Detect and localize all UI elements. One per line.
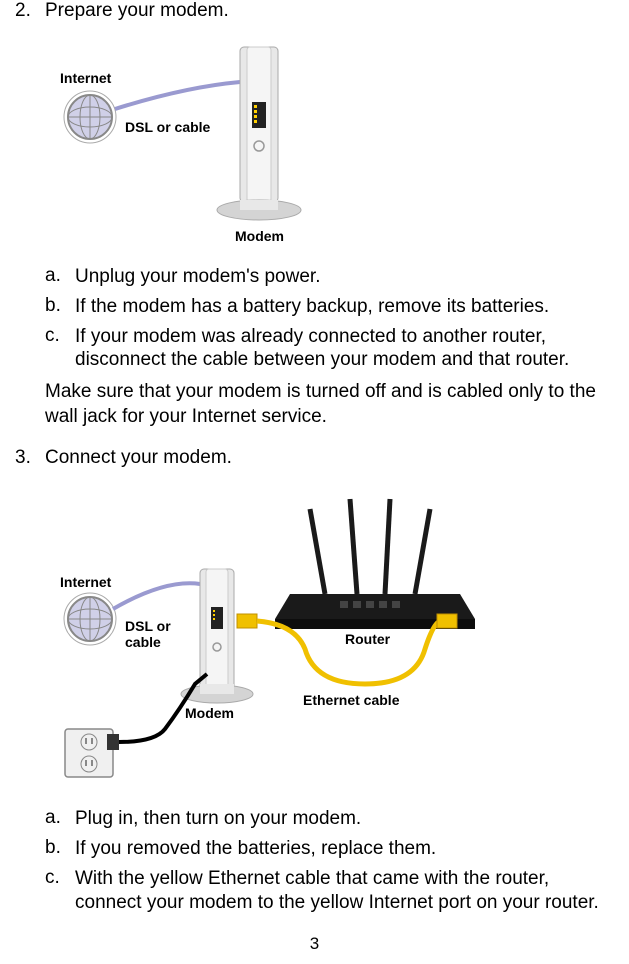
step-3-number: 3. bbox=[15, 447, 45, 469]
label-modem-1: Modem bbox=[235, 228, 284, 244]
label-router: Router bbox=[345, 631, 390, 647]
substep-3b: b. If you removed the batteries, replace… bbox=[45, 837, 614, 861]
substep-2c-letter: c. bbox=[45, 325, 75, 373]
diagram-prepare-modem: Internet DSL or cable Modem bbox=[45, 32, 614, 247]
substep-3b-letter: b. bbox=[45, 837, 75, 861]
substep-2b: b. If the modem has a battery backup, re… bbox=[45, 295, 614, 319]
substep-2c: c. If your modem was already connected t… bbox=[45, 325, 614, 373]
substep-3a-letter: a. bbox=[45, 807, 75, 831]
diagram-1-svg bbox=[45, 32, 365, 247]
substep-3c-letter: c. bbox=[45, 867, 75, 915]
step-2-title: Prepare your modem. bbox=[45, 0, 614, 22]
diagram-connect-modem: Internet DSL or cable Modem Router Ether… bbox=[45, 479, 614, 789]
substep-3c-text: With the yellow Ethernet cable that came… bbox=[75, 867, 614, 915]
substep-2b-text: If the modem has a battery backup, remov… bbox=[75, 295, 614, 319]
substep-3b-text: If you removed the batteries, replace th… bbox=[75, 837, 614, 861]
substep-2c-text: If your modem was already connected to a… bbox=[75, 325, 614, 373]
step-3-title: Connect your modem. bbox=[45, 447, 614, 469]
label-dsl-2: DSL or cable bbox=[125, 619, 171, 650]
step-2-substeps: a. Unplug your modem's power. b. If the … bbox=[45, 265, 614, 372]
label-modem-2: Modem bbox=[185, 705, 234, 721]
label-dsl-2-line2: cable bbox=[125, 634, 161, 650]
substep-2a-text: Unplug your modem's power. bbox=[75, 265, 614, 289]
substep-3a-text: Plug in, then turn on your modem. bbox=[75, 807, 614, 831]
substep-2b-letter: b. bbox=[45, 295, 75, 319]
step-3: 3. Connect your modem. bbox=[15, 447, 614, 469]
substep-3a: a. Plug in, then turn on your modem. bbox=[45, 807, 614, 831]
label-dsl-1: DSL or cable bbox=[125, 119, 210, 135]
substep-2a-letter: a. bbox=[45, 265, 75, 289]
label-internet-2: Internet bbox=[60, 574, 111, 590]
substep-2a: a. Unplug your modem's power. bbox=[45, 265, 614, 289]
step-2-note: Make sure that your modem is turned off … bbox=[45, 380, 614, 429]
substep-3c: c. With the yellow Ethernet cable that c… bbox=[45, 867, 614, 915]
step-2: 2. Prepare your modem. bbox=[15, 0, 614, 22]
page-number: 3 bbox=[310, 934, 319, 954]
label-dsl-2-line1: DSL or bbox=[125, 618, 171, 634]
label-internet-1: Internet bbox=[60, 70, 111, 86]
diagram-2-svg bbox=[45, 479, 515, 789]
step-2-number: 2. bbox=[15, 0, 45, 22]
step-3-substeps: a. Plug in, then turn on your modem. b. … bbox=[45, 807, 614, 914]
label-ethernet: Ethernet cable bbox=[303, 692, 399, 708]
